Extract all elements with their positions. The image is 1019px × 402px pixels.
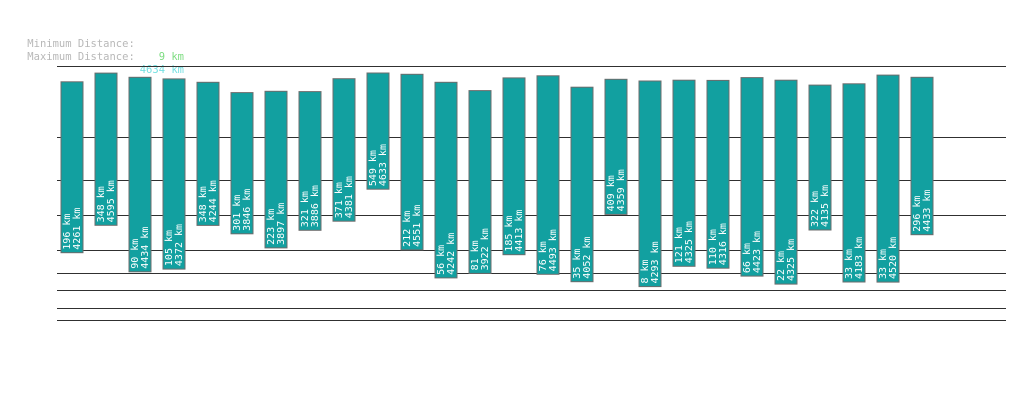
distance-bar bbox=[706, 79, 730, 269]
min-distance-data-label: 296 km bbox=[912, 196, 923, 232]
max-distance-data-label: 4261 km bbox=[72, 208, 83, 250]
max-distance-data-label: 4244 km bbox=[208, 180, 219, 222]
distance-bar bbox=[876, 74, 900, 283]
max-distance-data-label: 4242 km bbox=[446, 233, 457, 275]
min-distance-data-label: 66 km bbox=[742, 243, 753, 273]
min-distance-data-label: 549 km bbox=[368, 150, 379, 186]
distance-bar bbox=[400, 73, 424, 251]
distance-bar bbox=[502, 77, 526, 256]
min-distance-data-label: 348 km bbox=[198, 186, 209, 222]
max-distance-data-label: 3922 km bbox=[480, 228, 491, 270]
max-distance-data-label: 4433 km bbox=[922, 190, 933, 232]
max-distance-data-label: 4372 km bbox=[174, 224, 185, 266]
min-distance-data-label: 105 km bbox=[164, 230, 175, 266]
max-distance-data-label: 4595 km bbox=[106, 180, 117, 222]
distance-bar bbox=[196, 81, 220, 226]
max-distance-data-label: 3846 km bbox=[242, 189, 253, 231]
distance-bar bbox=[808, 84, 832, 231]
min-distance-data-label: 33 km bbox=[878, 249, 889, 279]
max-distance-data-label: 4183 km bbox=[854, 237, 865, 279]
max-distance-data-label: 3886 km bbox=[310, 185, 321, 227]
max-distance-data-label: 4293 km bbox=[650, 241, 661, 283]
min-distance-data-label: 301 km bbox=[232, 195, 243, 231]
min-distance-row: Minimum Distance: 9 km bbox=[2, 25, 184, 63]
max-distance-data-label: 4381 km bbox=[344, 176, 355, 218]
min-distance-data-label: 110 km bbox=[708, 229, 719, 265]
max-distance-data-label: 4359 km bbox=[616, 169, 627, 211]
min-distance-data-label: 33 km bbox=[844, 249, 855, 279]
distance-bar bbox=[94, 72, 118, 226]
min-distance-data-label: 8 km bbox=[640, 259, 651, 283]
min-distance-data-label: 90 km bbox=[130, 239, 141, 269]
distance-bar bbox=[740, 77, 764, 277]
max-distance-data-label: 4316 km bbox=[718, 223, 729, 265]
distance-bar bbox=[230, 92, 254, 235]
distance-bar bbox=[434, 81, 458, 279]
distance-bar bbox=[604, 78, 628, 215]
max-distance-data-label: 4520 km bbox=[888, 237, 899, 279]
min-distance-data-label: 409 km bbox=[606, 175, 617, 211]
distance-bar bbox=[774, 79, 798, 285]
distance-bar bbox=[570, 86, 594, 283]
distance-bar bbox=[672, 79, 696, 267]
distance-bar bbox=[638, 80, 662, 288]
distance-bar bbox=[60, 81, 84, 254]
min-distance-data-label: 22 km bbox=[776, 251, 787, 281]
min-distance-data-label: 371 km bbox=[334, 182, 345, 218]
distance-bar bbox=[298, 91, 322, 231]
min-distance-data-label: 223 km bbox=[266, 209, 277, 245]
min-distance-data-label: 322 km bbox=[810, 191, 821, 227]
max-distance-data-label: 3897 km bbox=[276, 203, 287, 245]
min-distance-label: Minimum Distance: bbox=[27, 38, 135, 50]
distance-bar bbox=[264, 90, 288, 249]
min-distance-data-label: 196 km bbox=[62, 214, 73, 250]
min-distance-data-label: 348 km bbox=[96, 186, 107, 222]
max-distance-data-label: 4325 km bbox=[684, 221, 695, 263]
distance-bar bbox=[366, 72, 390, 190]
max-distance-label: Maximum Distance: bbox=[27, 51, 135, 63]
max-distance-data-label: 4052 km bbox=[582, 237, 593, 279]
distance-bar bbox=[128, 76, 152, 273]
min-distance-value: 9 km bbox=[158, 51, 184, 63]
max-distance-data-label: 4493 km bbox=[548, 229, 559, 271]
distance-bar bbox=[162, 78, 186, 270]
distance-bar bbox=[910, 76, 934, 236]
max-distance-data-label: 4423 km bbox=[752, 231, 763, 273]
distance-bar bbox=[536, 75, 560, 275]
max-distance-data-label: 4413 km bbox=[514, 210, 525, 252]
max-distance-data-label: 4633 km bbox=[378, 144, 389, 186]
min-distance-data-label: 35 km bbox=[572, 249, 583, 279]
max-distance-data-label: 4325 km bbox=[786, 239, 797, 281]
distance-bar bbox=[842, 83, 866, 283]
min-distance-data-label: 56 km bbox=[436, 245, 447, 275]
max-distance-data-label: 4434 km bbox=[140, 227, 151, 269]
min-distance-data-label: 321 km bbox=[300, 191, 311, 227]
max-distance-data-label: 4551 km bbox=[412, 205, 423, 247]
distance-bar bbox=[332, 78, 356, 222]
min-distance-data-label: 121 km bbox=[674, 227, 685, 263]
max-distance-data-label: 4135 km bbox=[820, 185, 831, 227]
min-distance-data-label: 76 km bbox=[538, 241, 549, 271]
distance-bar bbox=[468, 90, 492, 274]
min-distance-data-label: 212 km bbox=[402, 211, 413, 247]
min-distance-data-label: 185 km bbox=[504, 216, 515, 252]
min-distance-data-label: 81 km bbox=[470, 240, 481, 270]
